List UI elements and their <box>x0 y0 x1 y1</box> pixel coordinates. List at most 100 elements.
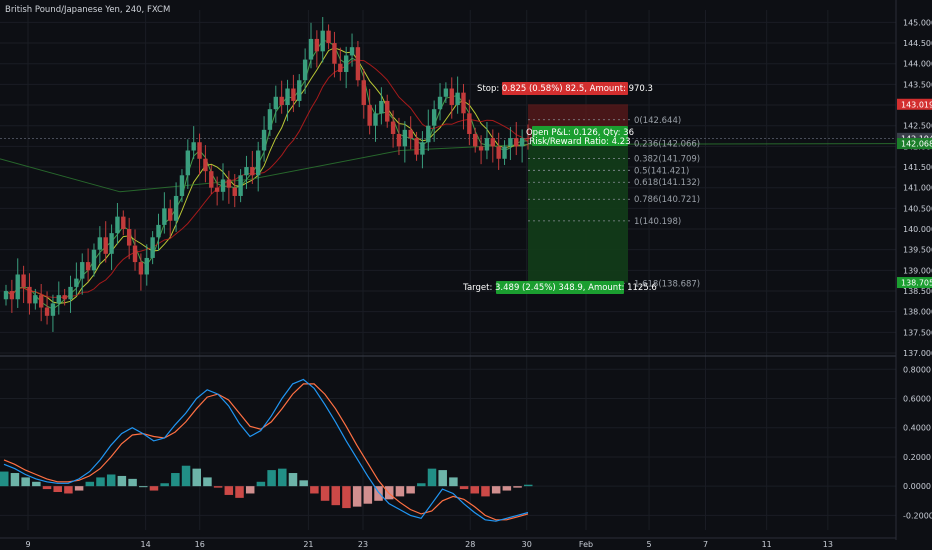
fib-label: 0.5(141.421) <box>634 166 689 176</box>
candle-body <box>109 233 114 254</box>
candle-body <box>33 295 38 304</box>
candle-body <box>209 171 214 188</box>
ma-line <box>5 47 529 304</box>
candle-body <box>402 129 408 147</box>
candle-body <box>50 303 56 316</box>
target-price-tag-bg <box>897 277 932 289</box>
macd-tick-label: -0.2000 <box>903 511 932 520</box>
candle-body <box>244 167 249 176</box>
macd-histogram-bar <box>192 468 201 487</box>
candle-body <box>519 138 525 147</box>
macd-histogram-bar <box>374 486 383 501</box>
price-tick-label: 143.500 <box>903 80 932 89</box>
candle-body <box>168 208 173 221</box>
candle-body <box>185 150 191 176</box>
candle-body <box>238 175 243 196</box>
macd-histogram-bar <box>310 486 319 494</box>
candle-body <box>437 96 443 110</box>
candle-body <box>267 109 273 130</box>
price-tick-label: 141.000 <box>903 184 932 193</box>
stop-label-bg <box>502 82 628 95</box>
macd-histogram-bar <box>524 484 533 487</box>
macd-histogram-bar <box>256 481 266 487</box>
macd-histogram-bar <box>406 486 415 494</box>
macd-histogram-bar <box>481 486 490 497</box>
chart-title: British Pound/Japanese Yen, 240, FXCM <box>5 5 170 15</box>
macd-histogram-bar <box>160 483 169 487</box>
macd-histogram-bar <box>449 477 458 487</box>
macd-histogram-bar <box>224 486 234 495</box>
candle-body <box>121 216 126 230</box>
macd-histogram-bar <box>331 486 341 506</box>
macd-histogram-bar <box>427 468 437 487</box>
macd-histogram-bar <box>181 465 191 487</box>
time-tick-label: 5 <box>646 540 651 549</box>
candle-body <box>44 307 50 316</box>
candle-body <box>385 100 390 122</box>
time-tick-label: 30 <box>522 540 532 549</box>
macd-tick-label: 0.8000 <box>903 365 931 374</box>
candle-body <box>261 129 267 151</box>
candle-body <box>420 142 425 155</box>
candle-body <box>115 216 120 234</box>
candle-body <box>132 245 138 263</box>
price-tick-label: 137.500 <box>903 328 932 337</box>
ma-price-tag: 142.068 <box>901 140 932 149</box>
candle-body <box>349 47 355 56</box>
macd-histogram-bar <box>384 486 394 500</box>
candle-body <box>56 295 61 304</box>
candle-body <box>68 286 73 300</box>
candle-body <box>9 291 15 300</box>
candle-body <box>156 224 161 238</box>
time-tick-label: 28 <box>465 540 475 549</box>
macd-histogram-bar <box>342 486 351 509</box>
fib-label: 0(142.644) <box>634 116 681 126</box>
macd-histogram-bar <box>53 486 62 493</box>
candle-body <box>150 237 155 258</box>
price-tick-label: 141.500 <box>903 163 932 172</box>
macd-histogram-bar <box>21 477 30 487</box>
time-tick-label: 23 <box>358 540 368 549</box>
fib-label: 0.382(141.709) <box>634 154 700 164</box>
candle-body <box>3 291 9 300</box>
fib-label: 0.618(141.132) <box>634 178 700 188</box>
stop-label-text: Stop: 0.825 (0.58%) 82.5, Amount: 970.3 <box>477 84 653 94</box>
candle-body <box>226 179 232 188</box>
price-tick-label: 145.000 <box>903 18 932 27</box>
candle-body <box>326 30 331 44</box>
candle-body <box>285 88 290 106</box>
ma-line <box>5 59 529 298</box>
macd-histogram-bar <box>470 486 480 494</box>
macd-histogram-bar <box>352 486 362 507</box>
candle-body <box>484 138 490 151</box>
price-tick-label: 139.000 <box>903 266 932 275</box>
candle-body <box>449 88 454 106</box>
time-tick-label: 13 <box>823 540 833 549</box>
candle-body <box>279 96 284 106</box>
candle-body <box>27 286 32 304</box>
macd-histogram-bar <box>117 475 127 487</box>
macd-pane <box>0 378 533 522</box>
fib-label: 0.786(140.721) <box>634 195 700 205</box>
pnl-label-text: Open P&L: 0.126, Qty: 36 <box>526 128 634 138</box>
candle-body <box>490 138 496 147</box>
candle-body <box>314 38 320 52</box>
candle-body <box>232 187 237 196</box>
time-tick-label: 11 <box>762 540 772 549</box>
macd-histogram-bar <box>85 481 95 487</box>
time-tick-label: 16 <box>195 540 205 549</box>
macd-histogram-bar <box>267 470 276 487</box>
macd-histogram-bar <box>235 486 244 498</box>
price-tick-label: 138.500 <box>903 287 932 296</box>
candle-body <box>126 229 132 246</box>
candle-body <box>179 175 185 196</box>
price-tick-label: 142.500 <box>903 122 932 131</box>
candle-body <box>85 262 91 271</box>
price-tick-label: 139.500 <box>903 246 932 255</box>
candle-body <box>443 88 449 97</box>
macd-histogram-bar <box>171 473 180 487</box>
macd-histogram-bar <box>320 486 330 501</box>
time-axis: 9 14 16 21 23 28 30 Feb 5 7 11 13 <box>0 537 896 549</box>
candle-body <box>103 237 108 254</box>
